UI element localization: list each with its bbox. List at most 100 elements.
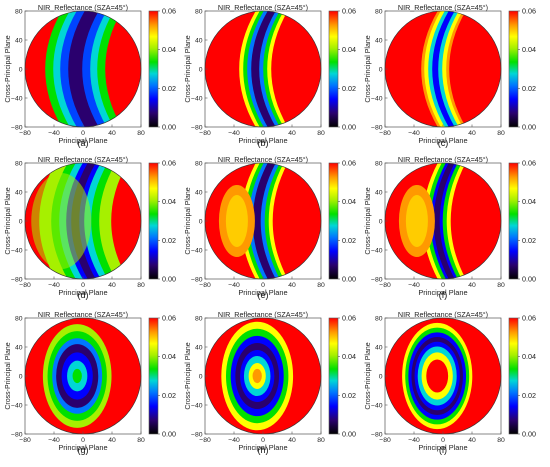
x-tick-label: −80 [19, 130, 31, 137]
x-tick-label: 80 [317, 282, 325, 289]
x-tick-label: −80 [379, 282, 391, 289]
y-tick-label: −80 [371, 124, 383, 131]
x-tick-label: 80 [137, 130, 145, 137]
y-tick-label: 80 [195, 315, 203, 322]
contour-band [225, 195, 248, 247]
x-axis-label: Principal Plane [418, 288, 467, 297]
x-tick-label: −80 [199, 437, 211, 444]
panel-c: NIR_Reflectance (SZA=45°) −80 −40 0 40 80 80 40… [365, 3, 536, 148]
y-tick-label: 0 [379, 218, 383, 225]
y-tick-label: 0 [19, 373, 23, 380]
x-tick-label: −40 [48, 130, 60, 137]
x-tick-label: −40 [228, 282, 240, 289]
reflectance-map [205, 318, 321, 434]
x-tick-label: 40 [108, 437, 116, 444]
colorbar-tick-label: 0.00 [162, 123, 176, 132]
y-tick-label: 80 [195, 8, 203, 15]
x-tick-label: −80 [19, 282, 31, 289]
x-axis-label: Principal Plane [58, 288, 107, 297]
x-axis-label: Principal Plane [58, 136, 107, 145]
reflectance-map [205, 163, 321, 279]
panel-label: (h) [258, 445, 269, 455]
y-tick-label: −80 [191, 124, 203, 131]
y-axis-label: Cross-Principal Plane [5, 35, 12, 102]
reflectance-map [25, 318, 141, 434]
colorbar-tick-label: 0.00 [522, 123, 536, 132]
colorbar [328, 317, 339, 435]
x-tick-label: 0 [261, 282, 265, 289]
y-tick-label: −40 [191, 95, 203, 102]
y-tick-label: 80 [375, 160, 383, 167]
y-tick-label: 0 [199, 66, 203, 73]
colorbar-tick-label: 0.02 [522, 84, 536, 93]
panel-label: (f) [439, 290, 448, 300]
x-tick-label: −80 [379, 130, 391, 137]
reflectance-map [25, 11, 141, 127]
colorbar-tick-label: 0.02 [342, 84, 356, 93]
panel-label: (a) [78, 138, 89, 148]
y-tick-label: 40 [375, 189, 383, 196]
x-tick-label: 0 [261, 130, 265, 137]
reflectance-map [385, 11, 501, 127]
y-tick-label: −40 [11, 95, 23, 102]
y-tick-label: 0 [379, 373, 383, 380]
x-tick-label: 40 [108, 130, 116, 137]
colorbar-tick-label: 0.00 [162, 430, 176, 439]
y-axis-label: Cross-Principal Plane [5, 187, 12, 254]
colorbar-tick-label: 0.00 [342, 123, 356, 132]
x-axis-label: Principal Plane [418, 443, 467, 452]
x-axis-label: Principal Plane [238, 136, 287, 145]
panel-title: NIR_Reflectance (SZA=45°) [398, 3, 488, 12]
colorbar-tick-label: 0.04 [342, 197, 356, 206]
panel-label: (i) [439, 445, 447, 455]
colorbar [148, 162, 159, 280]
colorbar [508, 317, 519, 435]
y-tick-label: 0 [199, 373, 203, 380]
x-tick-label: 80 [497, 437, 505, 444]
x-tick-label: −80 [199, 130, 211, 137]
y-tick-label: −40 [11, 247, 23, 254]
contour-band [405, 195, 428, 247]
contour-band [60, 11, 107, 127]
reflectance-map [25, 163, 141, 279]
x-axis-label: Principal Plane [238, 443, 287, 452]
contour-band [72, 368, 82, 384]
x-tick-label: 80 [497, 130, 505, 137]
colorbar-tick-label: 0.02 [522, 236, 536, 245]
colorbar-tick-label: 0.02 [342, 236, 356, 245]
colorbar-tick-label: 0.02 [162, 236, 176, 245]
colorbar-tick-label: 0.00 [162, 275, 176, 284]
contour-band [251, 11, 276, 127]
y-tick-label: −80 [191, 276, 203, 283]
y-tick-label: 40 [15, 344, 23, 351]
y-tick-label: 0 [19, 218, 23, 225]
colorbar-tick-label: 0.00 [342, 275, 356, 284]
y-tick-label: −40 [191, 402, 203, 409]
y-tick-label: −40 [371, 402, 383, 409]
panel-title: NIR_Reflectance (SZA=45°) [398, 155, 488, 164]
colorbar [508, 10, 519, 128]
x-tick-label: 80 [497, 282, 505, 289]
colorbar-tick-label: 0.00 [342, 430, 356, 439]
x-tick-label: 0 [441, 437, 445, 444]
x-tick-label: 0 [81, 282, 85, 289]
y-tick-label: 80 [375, 315, 383, 322]
colorbar-tick-label: 0.04 [522, 197, 536, 206]
y-tick-label: 40 [15, 37, 23, 44]
y-tick-label: −40 [11, 402, 23, 409]
contour-band [31, 173, 92, 269]
x-tick-label: 0 [441, 130, 445, 137]
y-tick-label: 80 [15, 160, 23, 167]
reflectance-map [205, 11, 321, 127]
x-tick-label: 40 [468, 437, 476, 444]
contour-band [252, 163, 276, 279]
x-tick-label: 0 [441, 282, 445, 289]
y-axis-label: Cross-Principal Plane [365, 342, 372, 409]
reflectance-map [385, 318, 501, 434]
colorbar-tick-label: 0.04 [162, 45, 176, 54]
x-tick-label: 40 [468, 130, 476, 137]
y-tick-label: −40 [191, 247, 203, 254]
y-tick-label: 80 [15, 315, 23, 322]
y-tick-label: 80 [15, 8, 23, 15]
